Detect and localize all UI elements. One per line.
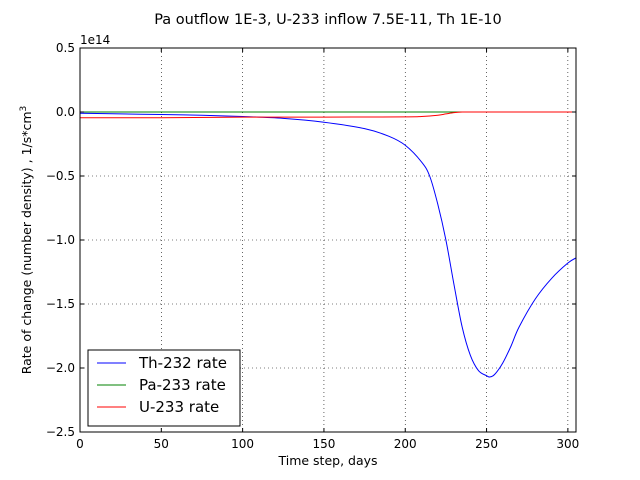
x-tick-label: 100 xyxy=(231,437,254,451)
y-tick-label: −2.0 xyxy=(46,361,75,375)
y-tick-label: 0.5 xyxy=(56,41,75,55)
series-lines xyxy=(80,111,576,378)
y-tick-label: −2.5 xyxy=(46,425,75,439)
y-axis-label-main: Rate of change (number density) , 1/s*cm xyxy=(19,111,34,374)
axis-ticks: 0 50 100 150 200 250 300 −2.5 −2.0 −1.5 −1.0 −0.5 0.… xyxy=(46,41,579,451)
y-tick-label: −1.0 xyxy=(46,233,75,247)
y-axis-offset-label: 1e14 xyxy=(80,33,110,47)
x-tick-label: 250 xyxy=(475,437,498,451)
y-tick-label: −1.5 xyxy=(46,297,75,311)
y-tick-label: −0.5 xyxy=(46,169,75,183)
chart-title: Pa outflow 1E-3, U-233 inflow 7.5E-11, T… xyxy=(154,12,502,28)
x-tick-label: 0 xyxy=(76,437,84,451)
y-axis-label: Rate of change (number density) , 1/s*cm… xyxy=(19,106,34,375)
x-tick-label: 50 xyxy=(154,437,169,451)
x-tick-label: 300 xyxy=(556,437,579,451)
legend-label-u-233-rate: U-233 rate xyxy=(139,398,219,416)
y-axis-label-superscript: 3 xyxy=(19,106,29,112)
x-tick-label: 200 xyxy=(394,437,417,451)
legend-label-th-232-rate: Th-232 rate xyxy=(138,354,227,372)
legend: Th-232 rate Pa-233 rate U-233 rate xyxy=(87,349,241,427)
x-axis-label: Time step, days xyxy=(277,453,377,468)
series-line-u-233-rate xyxy=(80,111,576,119)
x-tick-label: 150 xyxy=(312,437,335,451)
legend-label-pa-233-rate: Pa-233 rate xyxy=(139,376,226,394)
y-tick-label: 0.0 xyxy=(56,105,75,119)
